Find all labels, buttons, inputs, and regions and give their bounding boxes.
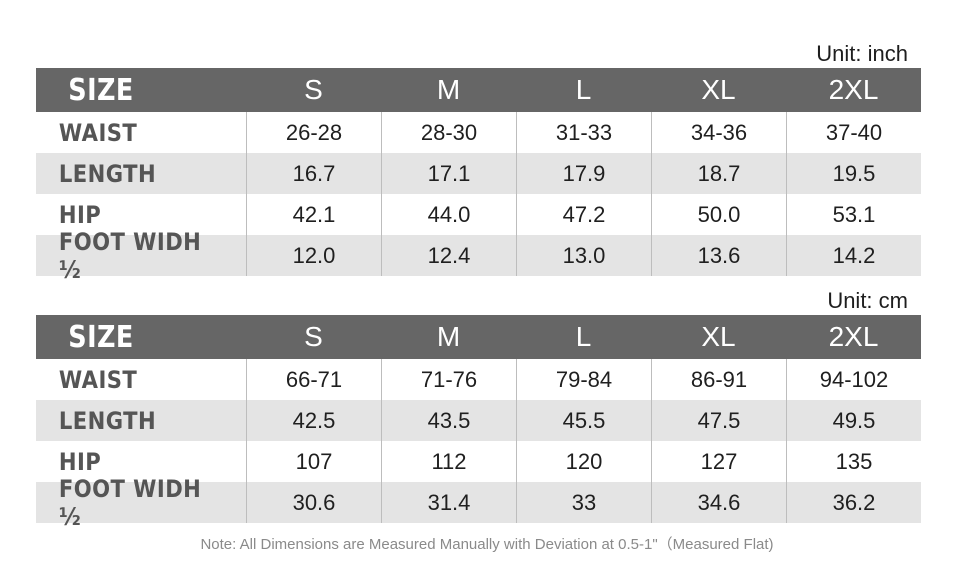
table-cell: 34.6 <box>651 482 786 523</box>
table-cell: 36.2 <box>786 482 921 523</box>
table-cell: 79-84 <box>516 359 651 400</box>
measurement-note: Note: All Dimensions are Measured Manual… <box>200 536 774 553</box>
row-label: WAIST <box>58 118 138 147</box>
row-label: HIP <box>58 200 102 229</box>
table-cell: 112 <box>381 441 516 482</box>
table-cell: 33 <box>516 482 651 523</box>
header-size-label: SIZE <box>68 319 134 355</box>
table-cell: 13.0 <box>516 235 651 276</box>
table-cell: 12.0 <box>246 235 381 276</box>
table-cell: 12.4 <box>381 235 516 276</box>
table-cell: 49.5 <box>786 400 921 441</box>
table-row-length: LENGTH 42.5 43.5 45.5 47.5 49.5 <box>36 400 921 441</box>
table-cell: 37-40 <box>786 112 921 153</box>
header-size-xl: XL <box>701 321 736 352</box>
row-label: HIP <box>58 447 102 476</box>
row-label: LENGTH <box>58 406 157 435</box>
row-label: FOOT WIDH ½ <box>58 227 202 284</box>
table-cell: 47.2 <box>516 194 651 235</box>
table-cell: 19.5 <box>786 153 921 194</box>
table-cell: 13.6 <box>651 235 786 276</box>
table-row-hip: HIP 42.1 44.0 47.2 50.0 53.1 <box>36 194 921 235</box>
table-row-waist: WAIST 26-28 28-30 31-33 34-36 37-40 <box>36 112 921 153</box>
table-row-foot-width: FOOT WIDH ½ 12.0 12.4 13.0 13.6 14.2 <box>36 227 921 284</box>
table-cell: 94-102 <box>786 359 921 400</box>
table-cell: 53.1 <box>786 194 921 235</box>
table-cell: 26-28 <box>246 112 381 153</box>
header-size-s: S <box>304 321 323 352</box>
table-cell: 86-91 <box>651 359 786 400</box>
header-size-l: L <box>575 74 592 105</box>
table-cell: 135 <box>786 441 921 482</box>
table-row-length: LENGTH 16.7 17.1 17.9 18.7 19.5 <box>36 153 921 194</box>
table-cell: 34-36 <box>651 112 786 153</box>
table-cell: 17.1 <box>381 153 516 194</box>
header-size-xl: XL <box>701 74 736 105</box>
table-cell: 71-76 <box>381 359 516 400</box>
unit-label-inch: Unit: inch <box>816 41 908 66</box>
table-cell: 31-33 <box>516 112 651 153</box>
unit-label-cm: Unit: cm <box>827 288 908 313</box>
table-cell: 42.5 <box>246 400 381 441</box>
size-table-inch: SIZE S M L XL 2XL WAIST 26-28 28-30 31-3… <box>36 68 921 284</box>
row-label: FOOT WIDH ½ <box>58 474 202 531</box>
table-cell: 42.1 <box>246 194 381 235</box>
table-cell: 14.2 <box>786 235 921 276</box>
header-size-2xl: 2XL <box>828 321 879 352</box>
table-cell: 44.0 <box>381 194 516 235</box>
table-cell: 47.5 <box>651 400 786 441</box>
table-row-foot-width: FOOT WIDH ½ 30.6 31.4 33 34.6 36.2 <box>36 474 921 531</box>
table-row-hip: HIP 107 112 120 127 135 <box>36 441 921 482</box>
header-size-m: M <box>436 321 461 352</box>
table-cell: 107 <box>246 441 381 482</box>
header-size-l: L <box>575 321 592 352</box>
header-size-s: S <box>304 74 323 105</box>
row-label: WAIST <box>58 365 138 394</box>
table-cell: 28-30 <box>381 112 516 153</box>
size-table-cm: SIZE S M L XL 2XL WAIST 66-71 71-76 79-8… <box>36 315 921 531</box>
table-cell: 30.6 <box>246 482 381 523</box>
table-cell: 43.5 <box>381 400 516 441</box>
table-header-row: SIZE S M L XL 2XL <box>36 315 921 359</box>
header-size-label: SIZE <box>68 72 134 108</box>
table-cell: 16.7 <box>246 153 381 194</box>
table-header-row: SIZE S M L XL 2XL <box>36 68 921 112</box>
table-row-waist: WAIST 66-71 71-76 79-84 86-91 94-102 <box>36 359 921 400</box>
table-cell: 31.4 <box>381 482 516 523</box>
row-label: LENGTH <box>58 159 157 188</box>
table-cell: 50.0 <box>651 194 786 235</box>
table-cell: 66-71 <box>246 359 381 400</box>
table-cell: 45.5 <box>516 400 651 441</box>
table-cell: 17.9 <box>516 153 651 194</box>
table-cell: 127 <box>651 441 786 482</box>
header-size-m: M <box>436 74 461 105</box>
header-size-2xl: 2XL <box>828 74 879 105</box>
table-cell: 120 <box>516 441 651 482</box>
table-cell: 18.7 <box>651 153 786 194</box>
